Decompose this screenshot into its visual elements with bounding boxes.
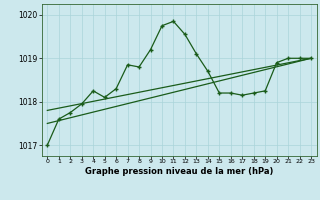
X-axis label: Graphe pression niveau de la mer (hPa): Graphe pression niveau de la mer (hPa) (85, 167, 273, 176)
